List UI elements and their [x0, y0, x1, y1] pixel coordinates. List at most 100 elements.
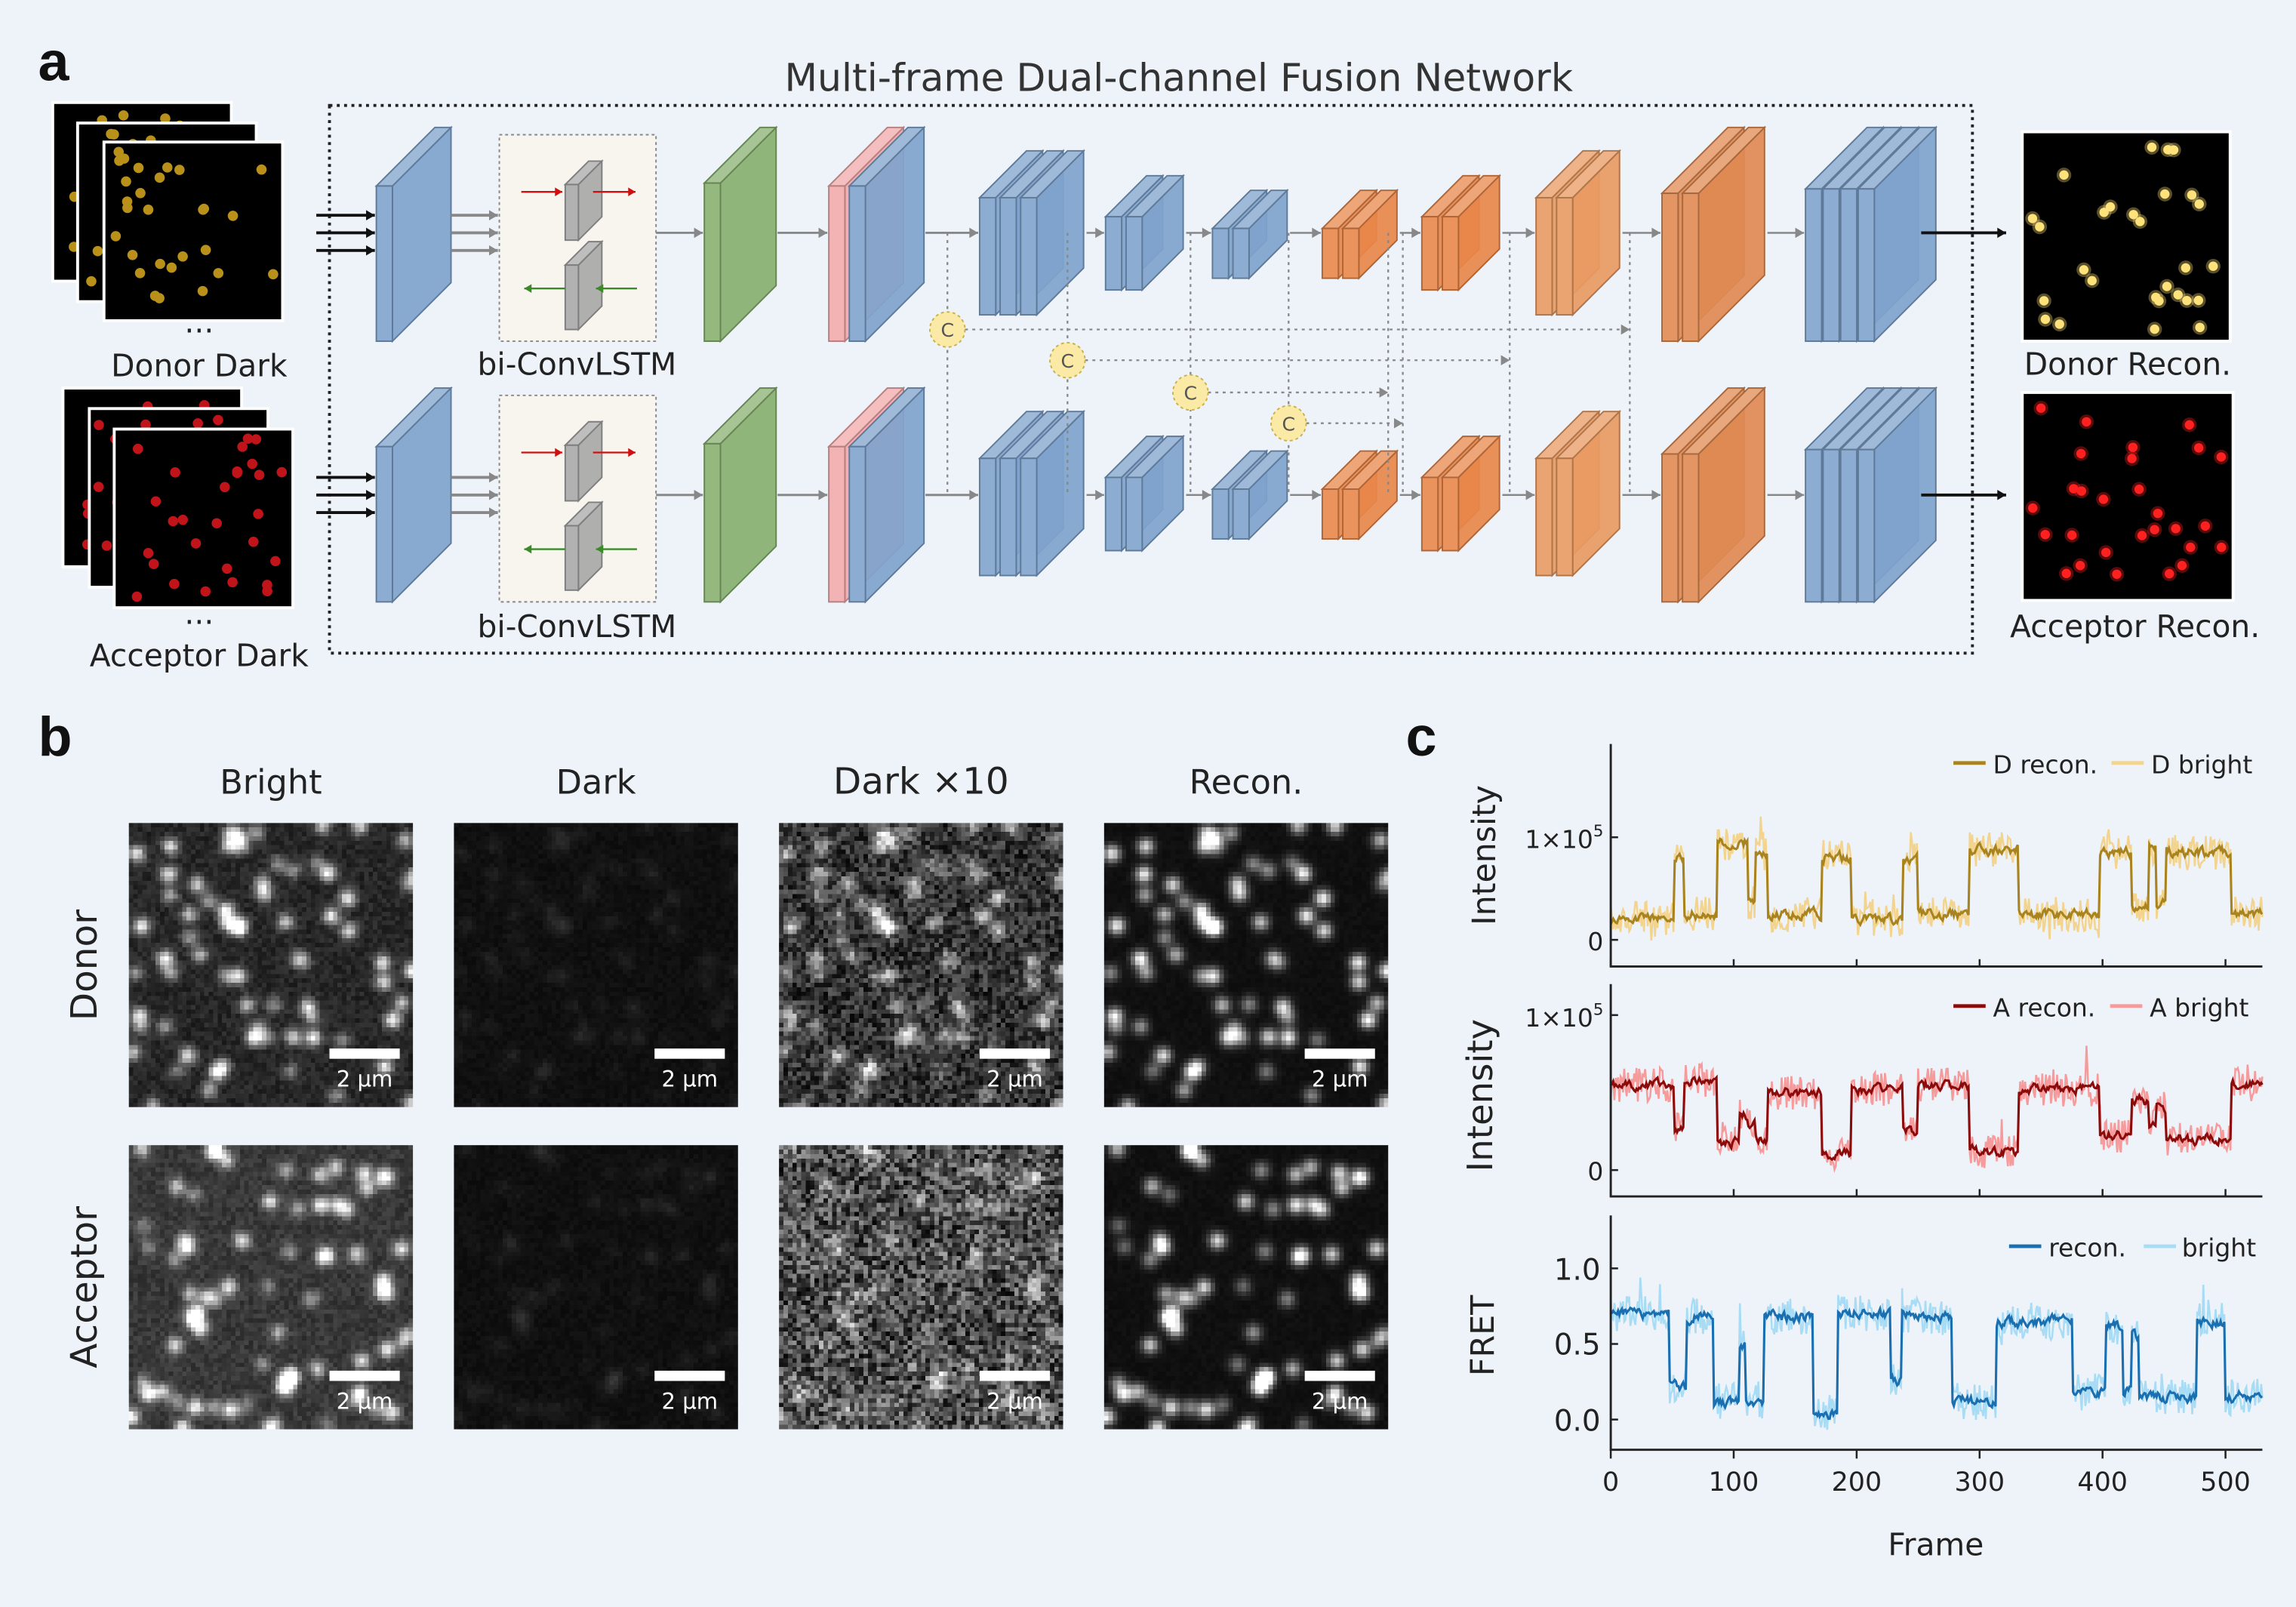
spot: [2194, 199, 2204, 209]
spot: [2181, 263, 2191, 273]
spot: [2087, 276, 2097, 286]
encoder-layer-front: [1020, 196, 1038, 316]
scale-bar-label: 2 µm: [1311, 1066, 1368, 1093]
encoder-layer: [1231, 449, 1289, 541]
spot: [2067, 530, 2077, 540]
concat-symbol: C: [1282, 413, 1295, 435]
spot: [2040, 529, 2050, 540]
spot: [2076, 448, 2086, 459]
decoder-layer: [1440, 174, 1502, 292]
chart1-ytick-1e5: 1×105: [1525, 822, 1603, 854]
scale-bar: [979, 1370, 1051, 1381]
spot: [2193, 443, 2204, 453]
chart3-ytick-0.5: 0.5: [1554, 1328, 1601, 1362]
concat-icon: [1049, 342, 1086, 379]
spot: [166, 262, 177, 273]
chart3-ytick-0.0: 0.0: [1554, 1404, 1601, 1438]
input-conv-layer: [374, 125, 453, 343]
chart2-ylabel: Intensity: [1460, 1019, 1500, 1172]
spot: [127, 250, 138, 260]
lstm-cell-backward: [563, 500, 604, 593]
scale-bar: [654, 1370, 725, 1381]
arrowhead: [1795, 489, 1805, 500]
spot: [220, 482, 230, 493]
encoder-layer-front: [1125, 476, 1143, 552]
concat-symbol: C: [1183, 383, 1197, 405]
encoder-layer-front: [1104, 476, 1123, 552]
scale-bar: [1304, 1370, 1375, 1381]
acceptor-dark-frame: [112, 427, 294, 610]
arrowhead: [818, 489, 828, 500]
spot: [213, 268, 224, 279]
spot: [2147, 142, 2157, 152]
lstm-cell-backward-front: [564, 525, 580, 591]
spot: [2173, 290, 2183, 300]
conv-layer: [702, 386, 778, 604]
output-layer-front: [1857, 188, 1876, 343]
arrowhead: [1651, 489, 1661, 500]
chart1-series-D-bright: [1609, 816, 2264, 941]
arrowhead: [1500, 355, 1510, 366]
attention-layer-front: [828, 185, 846, 343]
lstm-cell-forward: [563, 420, 604, 503]
decoder-layer: [1440, 434, 1502, 553]
spot: [2054, 319, 2064, 329]
spot: [242, 433, 254, 444]
scale-bar: [329, 1048, 400, 1059]
arrowhead: [1525, 227, 1535, 239]
bi-convlstm-label-top: bi-ConvLSTM: [478, 346, 677, 383]
micrograph-acceptor-2: [779, 1145, 1063, 1430]
encoder-layer-front: [1232, 227, 1250, 279]
lstm-cell-forward: [563, 159, 604, 242]
spot: [2035, 222, 2045, 232]
spot: [154, 172, 165, 183]
donor-recon-image: [2021, 130, 2232, 343]
row-label-donor: Donor: [63, 910, 106, 1021]
spot: [2069, 484, 2079, 494]
trace-charts: 0 100 200 300 400 500 Intensity Intensity FRE…: [1460, 743, 2264, 1562]
spot: [237, 442, 248, 452]
network-title: Multi-frame Dual-channel Fusion Network: [784, 55, 1573, 100]
conv-layer-front: [703, 442, 722, 603]
spot: [2127, 454, 2137, 463]
input-conv-layer: [374, 386, 453, 604]
arrowhead: [488, 245, 498, 256]
decoder-layer-front: [1661, 453, 1679, 603]
spot: [110, 231, 122, 242]
spot: [2153, 508, 2163, 519]
input-conv-layer-front: [375, 445, 393, 603]
arrowhead: [488, 507, 498, 518]
acceptor-recon-image: [2021, 391, 2235, 602]
spot: [2150, 525, 2159, 534]
spot: [227, 577, 238, 588]
input-conv-layer-side: [391, 386, 452, 604]
feature-layer-front: [848, 185, 866, 343]
spot: [2099, 208, 2109, 217]
chart3-series-bright: [1609, 1277, 2264, 1430]
donor-dark-frame: [102, 140, 285, 322]
output-layer: [1856, 386, 1938, 604]
spot: [2027, 214, 2038, 223]
output-layer-front: [1805, 448, 1823, 603]
arrowhead: [366, 507, 375, 518]
output-layer-front: [1805, 188, 1823, 343]
arrowhead: [1411, 227, 1420, 239]
concat-symbol: C: [940, 319, 954, 341]
panel-label-b: b: [38, 705, 72, 768]
output-layer-front: [1839, 448, 1858, 603]
lstm-cell-forward-front: [564, 444, 580, 502]
output-layer-front: [1857, 448, 1876, 603]
encoder-layer-front: [978, 457, 997, 577]
encoder-layer-front: [999, 457, 1017, 577]
spot: [2163, 145, 2173, 155]
arrowhead: [366, 489, 375, 500]
spot: [134, 268, 146, 279]
donor-recon-label: Donor Recon.: [2024, 346, 2231, 383]
scale-bar-label: 2 µm: [986, 1066, 1043, 1093]
decoder-layer-front: [1442, 216, 1460, 291]
spot: [2216, 452, 2227, 462]
spot: [2195, 322, 2205, 333]
donor-recon-image-bg: [2021, 130, 2232, 343]
chart3-xtick-label: 300: [1954, 1467, 2005, 1498]
